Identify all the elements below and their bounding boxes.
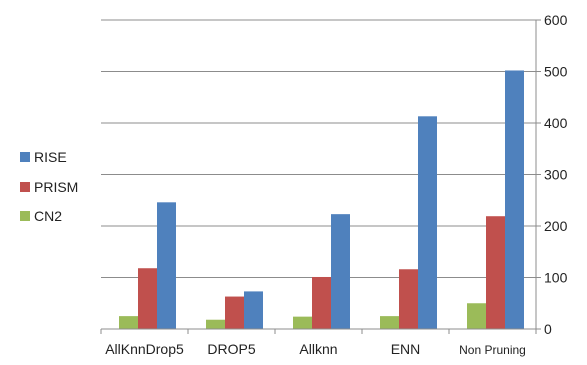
category-label: Non Pruning [459,343,526,357]
bar-rise-non-pruning [505,70,524,329]
legend-label-cn2: CN2 [34,208,62,224]
y-tick-label: 300 [544,167,568,183]
bar-prism-drop5 [225,296,244,329]
category-label: DROP5 [207,341,255,357]
bar-prism-allknn [312,276,331,329]
y-tick-label: 600 [544,12,568,28]
bar-prism-non-pruning [486,216,505,329]
axes [100,19,541,334]
bar-prism-enn [399,269,418,329]
bar-cn2-allknn [293,316,312,329]
legend: RISE PRISM CN2 [20,149,78,224]
category-label: Allknn [299,341,337,357]
legend-label-prism: PRISM [34,179,78,195]
y-tick-label: 200 [544,218,568,234]
bar-rise-enn [418,116,437,330]
legend-swatch-prism [20,182,30,192]
category-labels: AllKnnDrop5 DROP5 Allknn ENN Non Pruning [105,341,526,357]
bar-cn2-drop5 [206,319,225,329]
bar-rise-drop5 [244,291,263,329]
y-tick-labels: 0 100 200 300 400 500 600 [544,12,568,337]
category-label: ENN [391,341,421,357]
legend-label-rise: RISE [34,149,67,165]
bar-cn2-enn [380,316,399,329]
legend-swatch-rise [20,152,30,162]
bar-rise-allknn [331,214,350,329]
category-label: AllKnnDrop5 [105,341,184,357]
bars [119,70,524,330]
legend-swatch-cn2 [20,211,30,221]
y-tick-label: 0 [544,321,552,337]
bar-cn2-allknndrop5 [119,316,138,329]
y-tick-label: 100 [544,270,568,286]
y-tick-label: 400 [544,115,568,131]
bar-prism-allknndrop5 [138,268,157,329]
bar-cn2-non-pruning [467,303,486,329]
y-tick-label: 500 [544,64,568,80]
bar-rise-allknndrop5 [157,202,176,329]
